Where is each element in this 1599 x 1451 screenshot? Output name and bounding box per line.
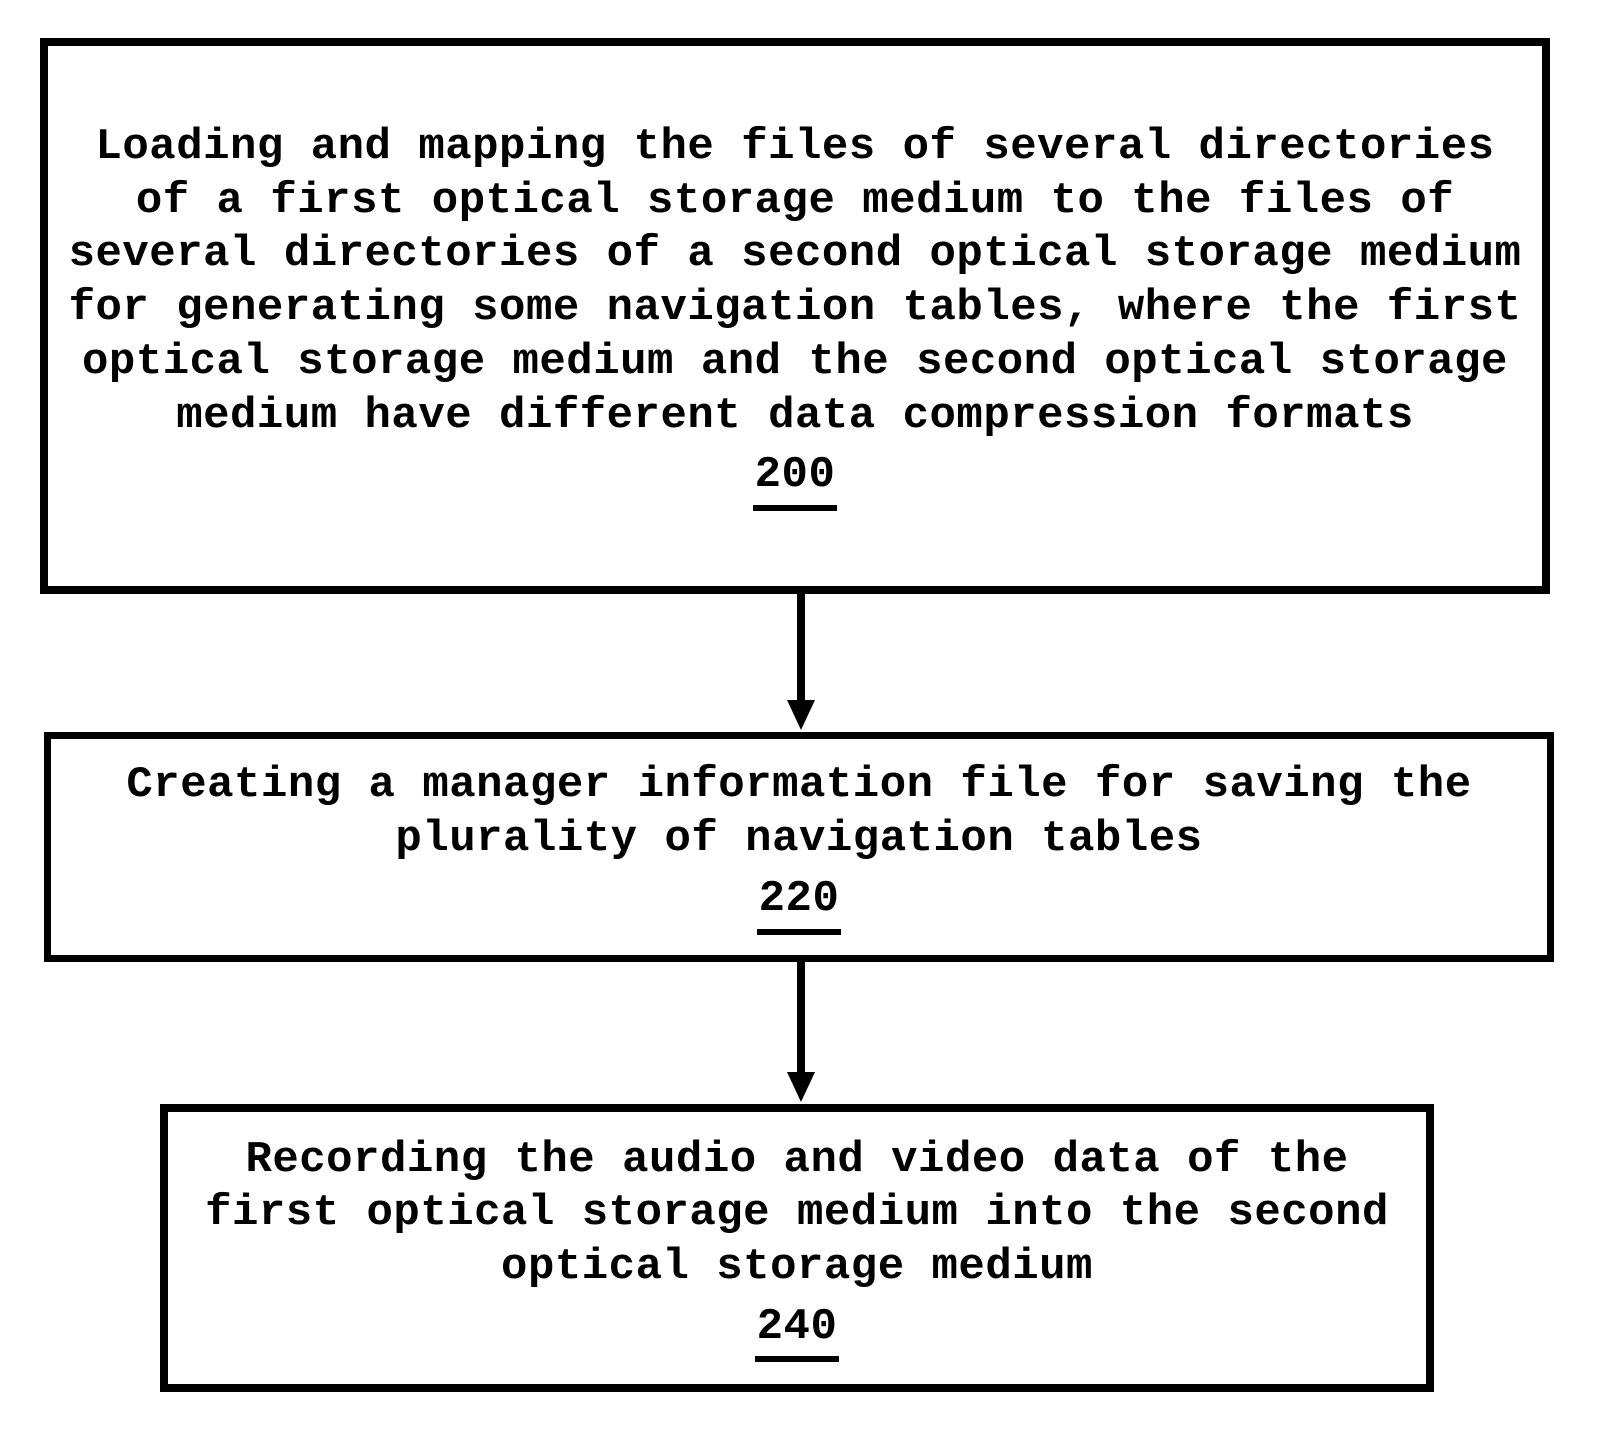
flowchart-node-220: Creating a manager information file for … [44,732,1554,962]
flowchart-node-200: Loading and mapping the files of several… [40,38,1550,594]
flowchart-edge-220-240-line [797,962,805,1074]
flowchart-edge-200-220-arrow [787,700,815,730]
flowchart-node-200-text: Loading and mapping the files of several… [68,121,1522,443]
flowchart-node-240-ref: 240 [755,1301,840,1363]
flowchart-canvas: Loading and mapping the files of several… [0,0,1599,1451]
flowchart-node-240: Recording the audio and video data of th… [160,1104,1434,1392]
flowchart-node-220-ref: 220 [757,873,842,935]
flowchart-node-200-ref: 200 [753,449,838,511]
flowchart-edge-200-220-line [797,594,805,702]
flowchart-node-240-text: Recording the audio and video data of th… [188,1134,1406,1295]
flowchart-edge-220-240-arrow [787,1072,815,1102]
flowchart-node-220-text: Creating a manager information file for … [71,759,1527,866]
